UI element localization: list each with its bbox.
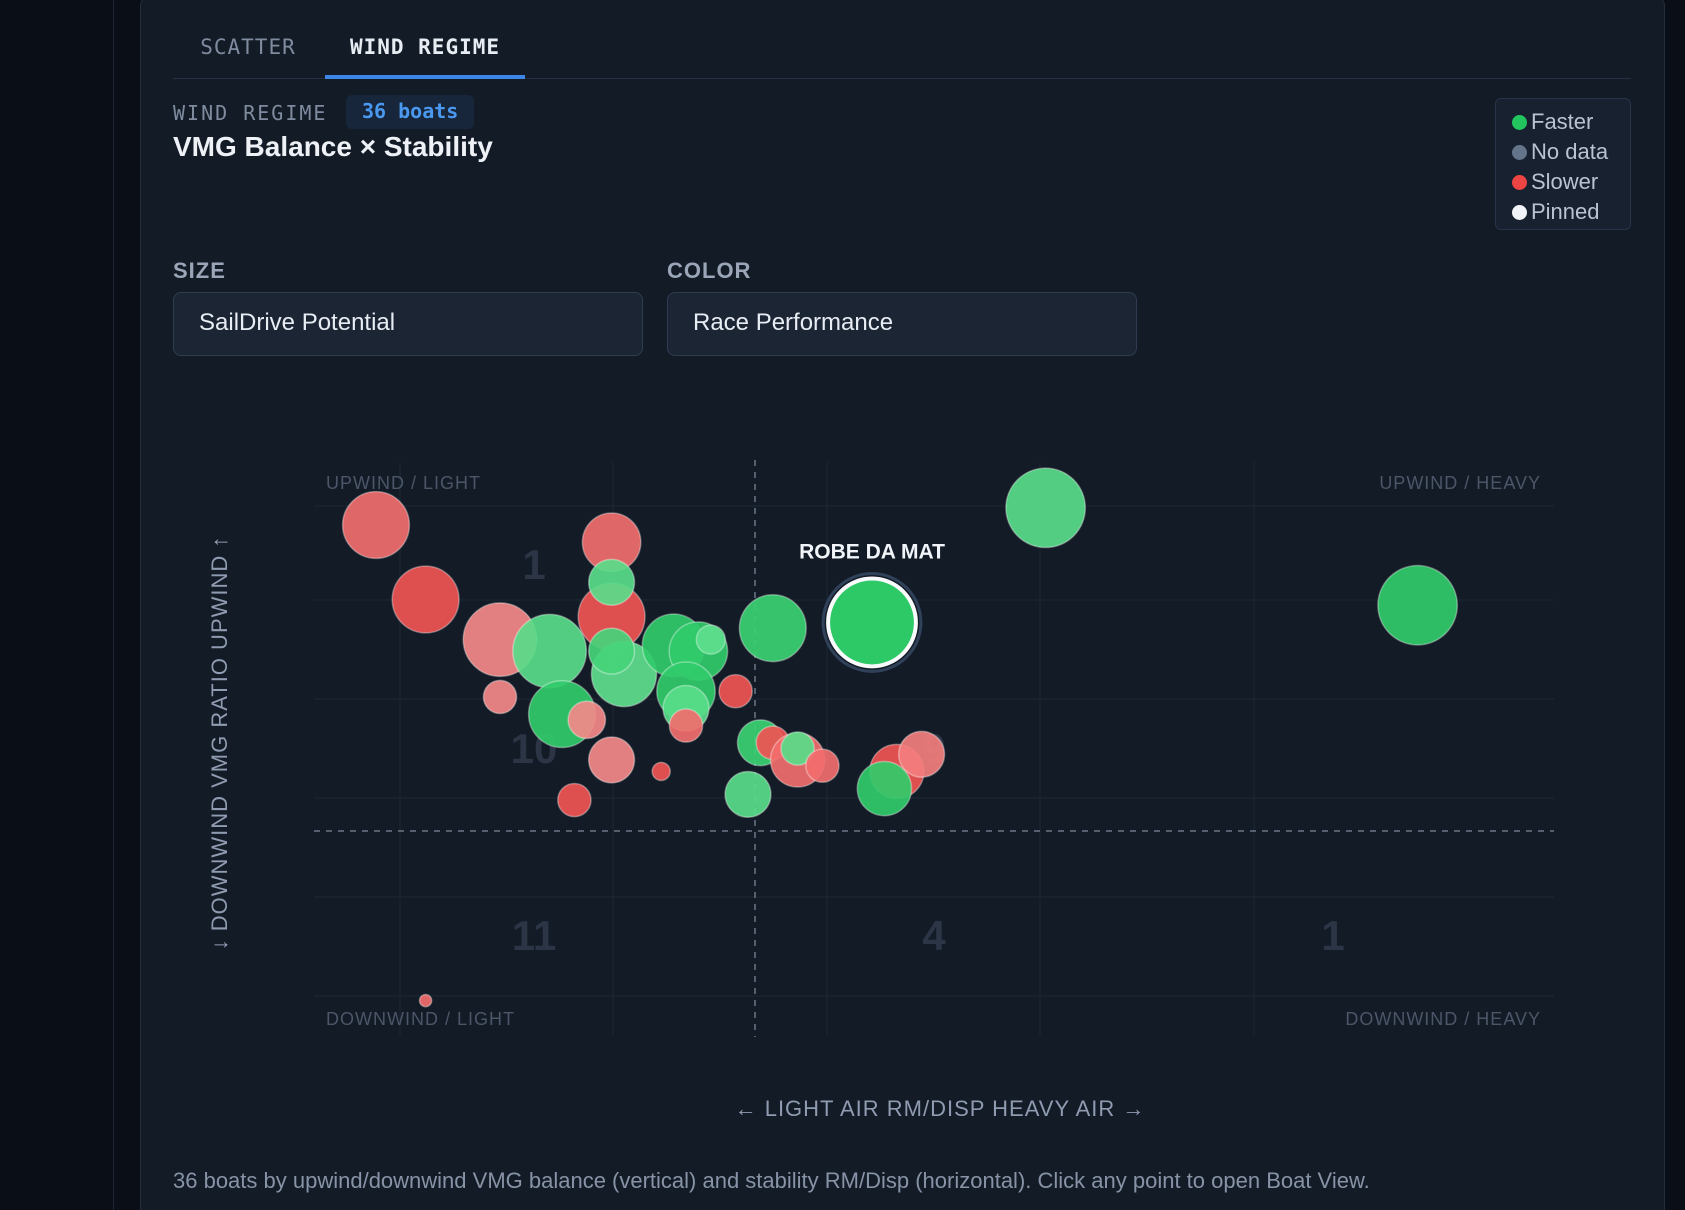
legend-item-faster: Faster bbox=[1512, 107, 1630, 137]
boat-point[interactable] bbox=[587, 627, 636, 675]
boat-point[interactable] bbox=[567, 700, 607, 740]
size-control-label: SIZE bbox=[173, 258, 226, 283]
boat-point[interactable] bbox=[805, 748, 840, 784]
pinned-boat-point[interactable] bbox=[826, 576, 918, 669]
legend-item-pinned: Pinned bbox=[1512, 197, 1630, 227]
slower-dot-icon bbox=[1512, 174, 1527, 190]
left-rail bbox=[0, 0, 114, 1210]
quadrant-label-downwind-heavy: DOWNWIND / HEAVY bbox=[1345, 1009, 1541, 1029]
boat-point[interactable] bbox=[557, 782, 592, 818]
boat-point[interactable] bbox=[391, 565, 460, 634]
boat-point[interactable] bbox=[587, 558, 636, 606]
legend-label: No data bbox=[1531, 139, 1609, 164]
boat-point[interactable] bbox=[512, 613, 588, 689]
boat-point[interactable] bbox=[695, 624, 727, 655]
tab-scatter[interactable]: SCATTER bbox=[200, 35, 296, 59]
faster-dot-icon bbox=[1512, 114, 1527, 130]
boat-point[interactable] bbox=[1377, 564, 1459, 646]
legend-label: Slower bbox=[1531, 169, 1599, 194]
quadrant-label-upwind-light: UPWIND / LIGHT bbox=[326, 473, 481, 493]
color-legend: Faster No data Slower Pinned bbox=[1495, 98, 1631, 230]
chart-caption: 36 boats by upwind/downwind VMG balance … bbox=[173, 1168, 1370, 1193]
boat-point[interactable] bbox=[738, 594, 807, 663]
boat-point[interactable] bbox=[724, 770, 772, 818]
quadrant-label-upwind-heavy: UPWIND / HEAVY bbox=[1379, 473, 1541, 493]
boat-point[interactable] bbox=[587, 736, 636, 784]
boat-point[interactable] bbox=[341, 490, 411, 560]
legend-label: Pinned bbox=[1531, 199, 1600, 224]
boat-point[interactable] bbox=[897, 730, 946, 778]
boat-point[interactable] bbox=[780, 731, 815, 766]
quadrant-label-downwind-light: DOWNWIND / LIGHT bbox=[326, 1009, 515, 1029]
boat-point[interactable] bbox=[482, 679, 518, 715]
y-axis-title: ↓ DOWNWIND VMG RATIO UPWIND ↑ bbox=[207, 535, 232, 951]
boat-point[interactable] bbox=[856, 760, 913, 817]
boat-point[interactable] bbox=[1005, 467, 1087, 549]
pinned-point-halo bbox=[821, 572, 923, 673]
color-select[interactable]: Race Performance bbox=[667, 292, 1137, 356]
region-count: 4 bbox=[922, 912, 946, 959]
point-labels: ROBE DA MAT bbox=[799, 541, 945, 564]
section-kicker: WIND REGIME bbox=[173, 101, 328, 125]
boat-point[interactable] bbox=[651, 761, 671, 782]
pinned-dot-icon bbox=[1512, 204, 1527, 220]
pinned-boat-label: ROBE DA MAT bbox=[799, 541, 945, 564]
boat-point[interactable] bbox=[718, 673, 753, 709]
chart-title: VMG Balance × Stability bbox=[173, 131, 493, 162]
no-data-dot-icon bbox=[1512, 144, 1527, 160]
tab-bar: SCATTER WIND REGIME bbox=[173, 27, 1631, 79]
legend-item-no-data: No data bbox=[1512, 137, 1630, 167]
boat-count-badge: 36 boats bbox=[346, 95, 475, 129]
region-count: 1 bbox=[1321, 912, 1344, 959]
legend-item-slower: Slower bbox=[1512, 167, 1630, 197]
legend-label: Faster bbox=[1531, 109, 1594, 134]
x-axis-title: ← LIGHT AIR RM/DISP HEAVY AIR → bbox=[734, 1096, 1146, 1121]
boat-point[interactable] bbox=[418, 993, 433, 1008]
size-select[interactable]: SailDrive Potential bbox=[173, 292, 643, 356]
region-count: 1 bbox=[522, 541, 545, 588]
tab-wind-regime[interactable]: WIND REGIME bbox=[325, 27, 525, 79]
boat-point[interactable] bbox=[668, 708, 704, 743]
data-points bbox=[341, 467, 1459, 1008]
color-control-label: COLOR bbox=[667, 258, 752, 283]
region-count: 11 bbox=[512, 912, 556, 959]
